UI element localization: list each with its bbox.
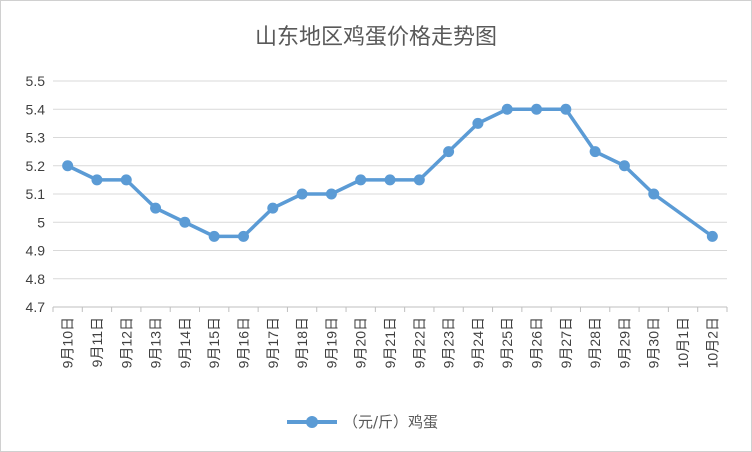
data-point [237, 230, 249, 242]
x-tick-label: 9月12日 [118, 317, 134, 368]
legend-label: （元/斤）鸡蛋 [343, 413, 438, 431]
y-tick-label: 4.9 [26, 243, 46, 259]
data-point [267, 202, 279, 214]
data-point [325, 188, 337, 200]
chart-title: 山东地区鸡蛋价格走势图 [255, 25, 497, 50]
x-tick-label: 9月19日 [323, 317, 339, 368]
x-tick-label: 9月18日 [294, 317, 310, 368]
data-point [208, 230, 220, 242]
data-point [560, 103, 572, 115]
data-point [443, 146, 455, 158]
data-point [618, 160, 630, 172]
x-tick-label: 9月14日 [177, 317, 193, 368]
y-tick-label: 5 [37, 214, 45, 230]
data-point [472, 117, 484, 129]
data-point [706, 230, 718, 242]
data-point [501, 103, 513, 115]
y-tick-label: 4.7 [26, 299, 46, 315]
data-point [62, 160, 74, 172]
y-tick-label: 5.4 [26, 101, 46, 117]
data-point [355, 174, 367, 186]
data-point [589, 146, 601, 158]
y-tick-label: 5.3 [26, 130, 46, 146]
y-axis-ticks: 5.5 5.4 5.3 5.2 5.1 5 4.9 4.8 4.7 [26, 73, 46, 315]
x-tick-label: 9月21日 [382, 317, 398, 368]
x-tick-label: 9月29日 [616, 317, 632, 368]
x-tick-label: 9月13日 [148, 317, 164, 368]
legend: （元/斤）鸡蛋 [287, 413, 438, 431]
series-line [66, 107, 714, 239]
x-axis-ticks: 9月10日 9月11日 9月12日 9月13日 9月14日 9月15日 9月16日 9月17日… [60, 317, 721, 368]
x-tick-label: 9月17日 [265, 317, 281, 368]
x-tick-label: 9月30日 [646, 317, 662, 368]
data-point [413, 174, 425, 186]
data-point [648, 188, 660, 200]
data-point [120, 174, 132, 186]
x-tick-label: 9月22日 [411, 317, 427, 368]
x-tick-label: 9月11日 [89, 317, 105, 367]
x-tick-label: 9月16日 [235, 317, 251, 368]
y-tick-label: 5.5 [26, 73, 46, 89]
x-tick-label: 10月2日 [704, 317, 720, 368]
x-tick-label: 9月25日 [499, 317, 515, 368]
legend-marker-swatch [306, 416, 318, 428]
data-point [150, 202, 162, 214]
y-tick-label: 5.1 [26, 186, 46, 202]
data-point [384, 174, 396, 186]
gridlines [52, 80, 728, 312]
x-tick-label: 9月28日 [587, 317, 603, 368]
y-tick-label: 5.2 [26, 158, 46, 174]
x-tick-label: 9月24日 [470, 317, 486, 368]
x-tick-label: 9月15日 [206, 317, 222, 368]
series-layer [62, 103, 718, 242]
x-tick-label: 10月1日 [675, 317, 691, 368]
x-tick-label: 9月10日 [60, 317, 76, 368]
x-tick-label: 9月20日 [353, 317, 369, 368]
x-tick-label: 9月23日 [441, 317, 457, 368]
data-point [296, 188, 308, 200]
x-tick-label: 9月27日 [558, 317, 574, 368]
data-point [531, 103, 543, 115]
data-point [179, 216, 191, 228]
y-tick-label: 4.8 [26, 271, 46, 287]
data-point [91, 174, 103, 186]
x-tick-label: 9月26日 [529, 317, 545, 368]
